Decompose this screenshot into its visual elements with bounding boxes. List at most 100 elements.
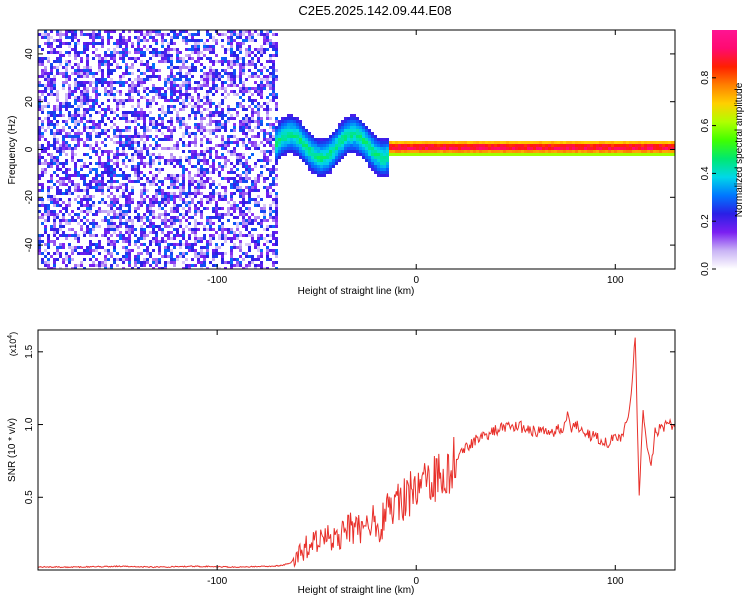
spectrogram-cell <box>38 159 41 162</box>
spectrogram-cell <box>185 204 188 207</box>
spectrogram-cell <box>167 174 170 177</box>
spectrogram-cell <box>203 255 206 258</box>
spectrogram-cell <box>233 183 236 186</box>
spectrogram-cell <box>170 72 173 75</box>
spectrogram-cell <box>470 147 473 150</box>
spectrogram-cell <box>152 138 155 141</box>
spectrogram-cell <box>122 144 125 147</box>
spectrogram-cell <box>104 264 107 267</box>
spectrogram-cell <box>107 81 110 84</box>
spectrogram-cell <box>68 186 71 189</box>
spectrogram-cell <box>173 93 176 96</box>
spectrogram-cell <box>527 150 530 153</box>
spectrogram-cell <box>245 174 248 177</box>
spectrogram-cell <box>251 57 254 60</box>
spectrogram-cell <box>203 162 206 165</box>
spectrogram-cell <box>296 120 299 123</box>
spectrogram-cell <box>248 192 251 195</box>
spectrogram-cell <box>542 150 545 153</box>
spectrogram-cell <box>182 168 185 171</box>
spectrogram-cell <box>146 129 149 132</box>
spectrogram-cell <box>251 240 254 243</box>
spectrogram-cell <box>74 168 77 171</box>
spectrogram-cell <box>71 234 74 237</box>
spectrogram-cell <box>269 42 272 45</box>
spectrogram-cell <box>38 210 41 213</box>
spectrogram-cell <box>113 54 116 57</box>
spectrogram-cell <box>158 156 161 159</box>
spectrogram-cell <box>215 246 218 249</box>
spectrogram-cell <box>194 102 197 105</box>
spectrogram-cell <box>95 234 98 237</box>
spectrogram-cell <box>41 216 44 219</box>
spectrogram-cell <box>215 54 218 57</box>
spectrogram-cell <box>38 162 41 165</box>
spectrogram-cell <box>188 192 191 195</box>
spectrogram-cell <box>296 123 299 126</box>
spectrogram-cell <box>146 63 149 66</box>
spectrogram-cell <box>272 126 275 129</box>
spectrogram-cell <box>266 108 269 111</box>
spectrogram-cell <box>179 225 182 228</box>
spectrogram-cell <box>92 225 95 228</box>
spectrogram-cell <box>380 174 383 177</box>
spectrogram-cell <box>458 153 461 156</box>
spectrogram-cell <box>581 144 584 147</box>
spectrogram-cell <box>260 255 263 258</box>
spectrogram-cell <box>257 246 260 249</box>
spectrogram-cell <box>587 153 590 156</box>
spectrogram-cell <box>143 51 146 54</box>
spectrogram-cell <box>347 141 350 144</box>
spectrogram-cell <box>269 138 272 141</box>
spectrogram-cell <box>158 201 161 204</box>
spectrogram-cell <box>527 141 530 144</box>
spectrogram-cell <box>263 219 266 222</box>
spectrogram-cell <box>146 75 149 78</box>
spectrogram-cell <box>233 108 236 111</box>
spectrogram-cell <box>179 33 182 36</box>
spectrogram-cell <box>110 201 113 204</box>
spectrogram-cell <box>44 78 47 81</box>
spectrogram-cell <box>149 102 152 105</box>
spectrogram-cell <box>260 48 263 51</box>
spectrogram-cell <box>458 150 461 153</box>
spectrogram-cell <box>95 90 98 93</box>
spectrogram-cell <box>659 150 662 153</box>
spectrogram-cell <box>56 96 59 99</box>
spectrogram-cell <box>110 120 113 123</box>
spectrogram-cell <box>239 201 242 204</box>
spectrogram-cell <box>611 144 614 147</box>
spectrogram-cell <box>584 150 587 153</box>
spectrogram-cell <box>77 183 80 186</box>
spectrogram-cell <box>200 267 203 269</box>
spectrogram-cell <box>248 246 251 249</box>
spectrogram-cell <box>65 96 68 99</box>
spectrogram-cell <box>191 99 194 102</box>
spectrogram-cell <box>116 135 119 138</box>
spectrogram-cell <box>518 153 521 156</box>
spectrogram-cell <box>140 234 143 237</box>
spectrogram-cell <box>167 45 170 48</box>
spectrogram-cell <box>329 144 332 147</box>
spectrogram-cell <box>239 36 242 39</box>
spectrogram-cell <box>260 207 263 210</box>
spectrogram-cell <box>338 126 341 129</box>
spectrogram-cell <box>344 120 347 123</box>
spectrogram-cell <box>248 216 251 219</box>
spectrogram-cell <box>164 252 167 255</box>
spectrogram-cell <box>299 144 302 147</box>
spectrogram-cell <box>269 159 272 162</box>
spectrogram-cell <box>167 138 170 141</box>
spectrogram-cell <box>41 84 44 87</box>
spectrogram-cell <box>143 54 146 57</box>
spectrogram-cell <box>326 144 329 147</box>
spectrogram-cell <box>155 183 158 186</box>
spectrogram-cell <box>257 159 260 162</box>
spectrogram-cell <box>176 258 179 261</box>
spectrogram-cell <box>44 261 47 264</box>
spectrogram-cell <box>110 177 113 180</box>
spectrogram-cell <box>209 48 212 51</box>
spectrogram-cell <box>53 114 56 117</box>
spectrogram-cell <box>41 90 44 93</box>
spectrogram-cell <box>152 66 155 69</box>
